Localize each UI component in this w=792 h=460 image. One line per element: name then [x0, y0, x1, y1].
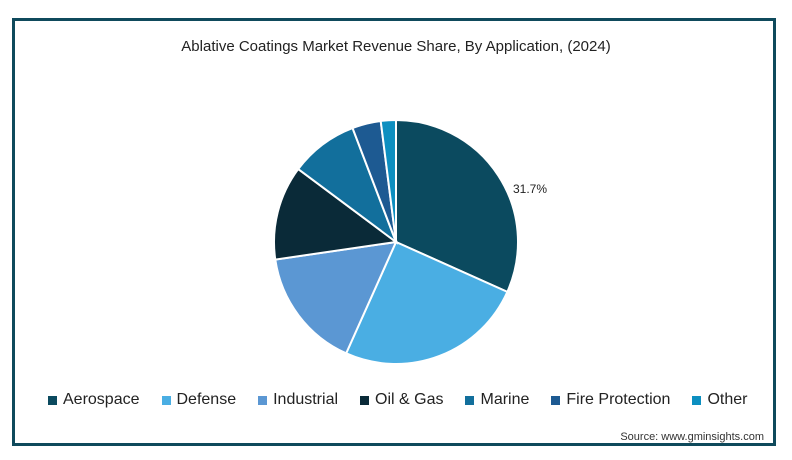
legend-swatch [692, 395, 702, 405]
legend-swatch [360, 395, 370, 405]
pie-slice-oil-gas [273, 167, 399, 261]
legend-item-defense: Defense [161, 391, 237, 409]
legend-item-aerospace: Aerospace [48, 391, 140, 409]
legend-label: Oil & Gas [375, 391, 444, 408]
legend-label: Industrial [273, 391, 339, 408]
legend-label: Marine [480, 391, 530, 408]
pie-slice-industrial [274, 240, 398, 355]
legend-label: Fire Protection [566, 391, 671, 408]
legend-swatch [551, 395, 561, 405]
pie-slice-defense [344, 240, 509, 365]
legend-swatch [258, 395, 268, 405]
legend-item-industrial: Industrial [258, 391, 338, 409]
pie-slice-aerospace [395, 118, 519, 294]
legend-swatch [48, 395, 57, 405]
source-note: Source: www.gminsights.com [620, 431, 764, 443]
legend-item-fire-protection: Fire Protection [551, 391, 670, 409]
legend-item-oil-gas: Oil & Gas [360, 391, 443, 409]
data-label-aerospace: 31.7% [513, 182, 547, 196]
legend-item-marine: Marine [465, 391, 529, 409]
legend-swatch [465, 395, 475, 405]
legend-item-other: Other [692, 391, 747, 409]
pie-slice-other [379, 118, 397, 243]
legend-label: Aerospace [63, 391, 140, 408]
legend: Aerospace Defense Industrial Oil & Gas Marin… [48, 390, 768, 410]
legend-swatch [161, 395, 171, 405]
legend-label: Defense [176, 391, 237, 408]
legend-label: Other [707, 391, 748, 408]
chart-title: Ablative Coatings Market Revenue Share, … [181, 38, 611, 55]
